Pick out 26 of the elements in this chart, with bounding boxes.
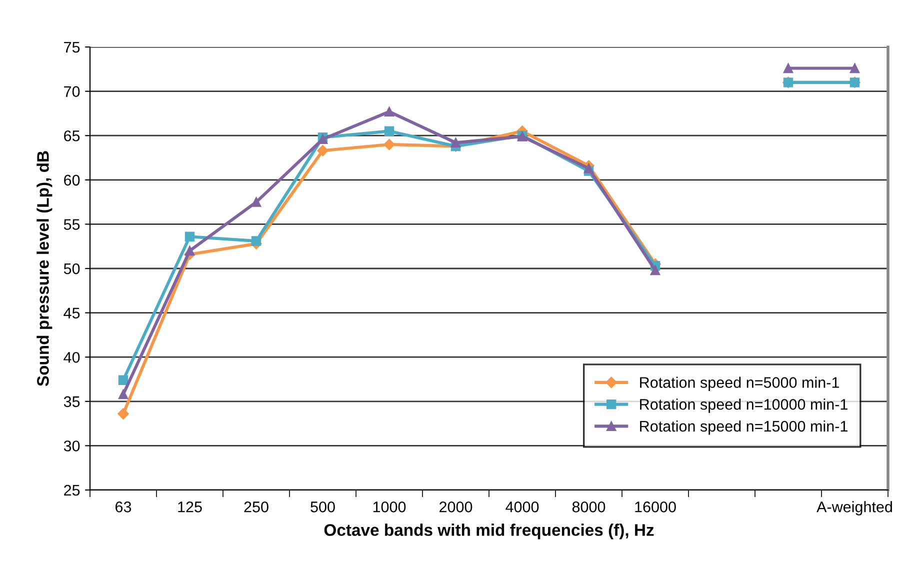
legend-label: Rotation speed n=10000 min-1: [640, 398, 848, 413]
y-tick-label: 75: [64, 42, 80, 53]
x-tick-label: 16000: [635, 502, 676, 512]
y-tick-label: 45: [64, 308, 80, 318]
y-tick-label: 55: [64, 219, 80, 230]
legend-label: Rotation speed n=5000 min-1: [640, 376, 839, 391]
x-tick-label: A-weighted: [816, 501, 892, 516]
x-tick-label: 125: [178, 502, 202, 512]
x-tick-label: 500: [310, 502, 335, 512]
x-tick-label: 1000: [373, 502, 406, 512]
y-tick-label: 25: [64, 484, 80, 496]
y-tick-label: 70: [64, 86, 80, 97]
y-tick-label: 60: [64, 174, 80, 186]
x-tick-label: 250: [244, 502, 268, 512]
legend-label: Rotation speed n=15000 min-1: [640, 420, 848, 435]
y-axis-title: Sound pressure level (Lp), dB: [36, 151, 52, 386]
x-tick-label: 2000: [440, 502, 472, 512]
y-tick-label: 40: [64, 352, 80, 363]
y-tick-label: 30: [64, 440, 80, 452]
x-tick-label: 8000: [572, 502, 606, 512]
y-tick-label: 50: [64, 263, 80, 274]
x-tick-label: 63: [116, 502, 132, 512]
y-tick-label: 65: [64, 130, 80, 142]
x-tick-label: 4000: [506, 502, 539, 512]
y-tick-label: 35: [64, 396, 80, 408]
x-axis-title: Octave bands with mid frequencies (f), Hz: [324, 524, 654, 540]
